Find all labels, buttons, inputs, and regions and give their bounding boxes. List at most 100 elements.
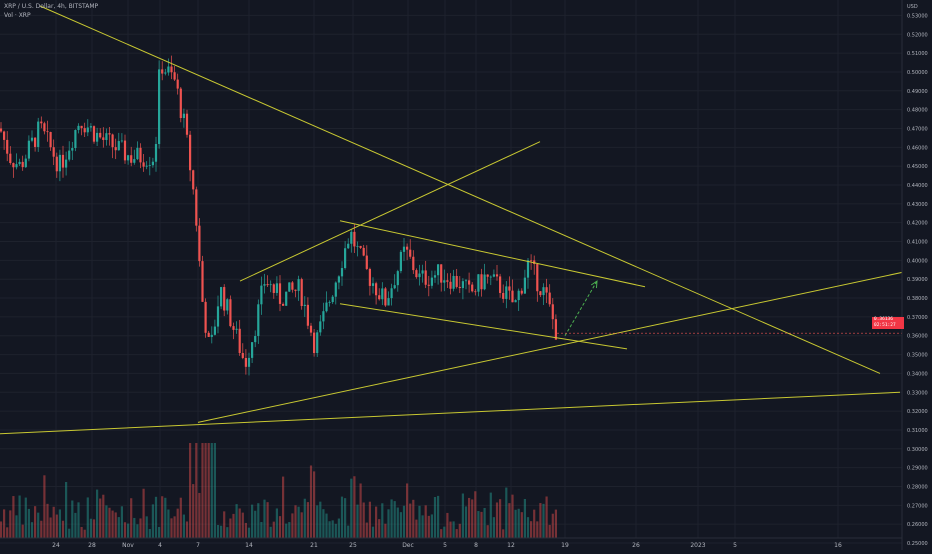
volume-bar bbox=[18, 495, 21, 538]
candle-body bbox=[294, 289, 297, 291]
volume-bar bbox=[495, 502, 499, 538]
candle-body bbox=[37, 121, 40, 147]
volume-bar bbox=[433, 496, 437, 538]
candle-body bbox=[86, 127, 89, 133]
candle-body bbox=[356, 245, 359, 247]
candle-body bbox=[120, 140, 123, 142]
volume-bar bbox=[393, 501, 396, 538]
candle-body bbox=[316, 332, 319, 354]
candle-body bbox=[223, 287, 226, 311]
candle-body bbox=[89, 126, 92, 128]
price-tick-label: 0.29000 bbox=[907, 466, 928, 472]
candles bbox=[0, 55, 557, 376]
candle-body bbox=[238, 328, 241, 353]
candle-body bbox=[375, 283, 378, 296]
candle-body bbox=[483, 274, 486, 290]
volume-bar bbox=[92, 519, 96, 538]
volume-bar bbox=[309, 465, 313, 538]
volume-bar bbox=[198, 492, 201, 538]
volume-bar bbox=[148, 528, 151, 538]
volume-bar bbox=[424, 505, 427, 538]
candle-body bbox=[92, 126, 96, 142]
volume-bar bbox=[313, 471, 316, 538]
candle-body bbox=[288, 282, 291, 292]
volume-bar bbox=[337, 518, 340, 538]
candle-body bbox=[536, 264, 539, 292]
volume-bar bbox=[164, 497, 167, 538]
candle-body bbox=[232, 326, 235, 330]
volume-bar bbox=[328, 521, 331, 538]
volume-bar bbox=[449, 521, 452, 538]
volume-bar bbox=[170, 518, 173, 538]
candle-body bbox=[46, 131, 49, 133]
candle-body bbox=[61, 154, 65, 168]
volume-bar bbox=[409, 503, 412, 538]
candle-body bbox=[514, 300, 517, 303]
volume-bar bbox=[347, 525, 350, 538]
candle-body bbox=[520, 290, 523, 294]
candle-body bbox=[164, 72, 167, 74]
volume-bar bbox=[223, 511, 226, 538]
volume-bar bbox=[359, 483, 362, 538]
volume-bar bbox=[530, 521, 533, 538]
volume-bar bbox=[52, 506, 55, 538]
candle-body bbox=[285, 291, 288, 306]
volume-bar bbox=[402, 505, 406, 538]
trendline bbox=[197, 265, 932, 423]
candle-body bbox=[192, 170, 195, 190]
volume-bar bbox=[80, 526, 83, 538]
volume-bar bbox=[272, 521, 275, 538]
time-tick-label: 8 bbox=[474, 542, 478, 549]
price-tick-label: 0.30000 bbox=[907, 447, 928, 453]
price-tick-label: 0.44000 bbox=[907, 183, 928, 189]
candle-body bbox=[213, 326, 216, 335]
candle-body bbox=[306, 304, 309, 326]
candle-body bbox=[263, 284, 266, 286]
candle-body bbox=[449, 281, 452, 289]
candle-body bbox=[328, 302, 331, 303]
candle-body bbox=[474, 291, 477, 293]
volume-bar bbox=[108, 507, 111, 538]
volume-bar bbox=[179, 497, 182, 538]
candle-body bbox=[278, 283, 282, 304]
volume-bar bbox=[220, 525, 223, 538]
volume-bar bbox=[158, 526, 161, 538]
candle-body bbox=[334, 282, 337, 297]
volume-bar bbox=[322, 509, 325, 538]
candle-body bbox=[365, 255, 368, 269]
candle-body bbox=[254, 336, 257, 343]
volume-bar bbox=[247, 527, 251, 538]
volume-bar bbox=[114, 512, 117, 538]
candle-body bbox=[387, 298, 390, 306]
volume-bar bbox=[235, 504, 238, 538]
volume-bar bbox=[71, 500, 74, 538]
candle-body bbox=[6, 139, 9, 154]
volume-bar bbox=[508, 503, 511, 538]
candle-body bbox=[303, 304, 306, 307]
volume-bar bbox=[46, 503, 49, 538]
candle-body bbox=[489, 276, 492, 278]
candle-body bbox=[108, 133, 111, 135]
price-tick-label: 0.46000 bbox=[907, 145, 928, 151]
candle-body bbox=[176, 79, 179, 89]
volume-bar bbox=[511, 494, 514, 538]
time-tick-label: 21 bbox=[310, 542, 318, 549]
candle-body bbox=[58, 154, 61, 172]
volume-bar bbox=[86, 497, 89, 538]
price-tick-label: 0.33000 bbox=[907, 390, 928, 396]
volume-bar bbox=[390, 499, 393, 538]
candle-body bbox=[247, 357, 251, 367]
price-tick-label: 0.27000 bbox=[907, 503, 928, 509]
volume-bar bbox=[387, 509, 390, 538]
volume-bar bbox=[443, 526, 446, 538]
candle-body bbox=[455, 275, 458, 287]
volume-bars bbox=[0, 443, 557, 538]
candle-body bbox=[257, 304, 260, 337]
candle-body bbox=[378, 295, 381, 300]
volume-bar bbox=[102, 494, 105, 538]
volume-bar bbox=[471, 499, 474, 538]
volume-bar bbox=[111, 510, 114, 538]
volume-bar bbox=[24, 497, 27, 538]
